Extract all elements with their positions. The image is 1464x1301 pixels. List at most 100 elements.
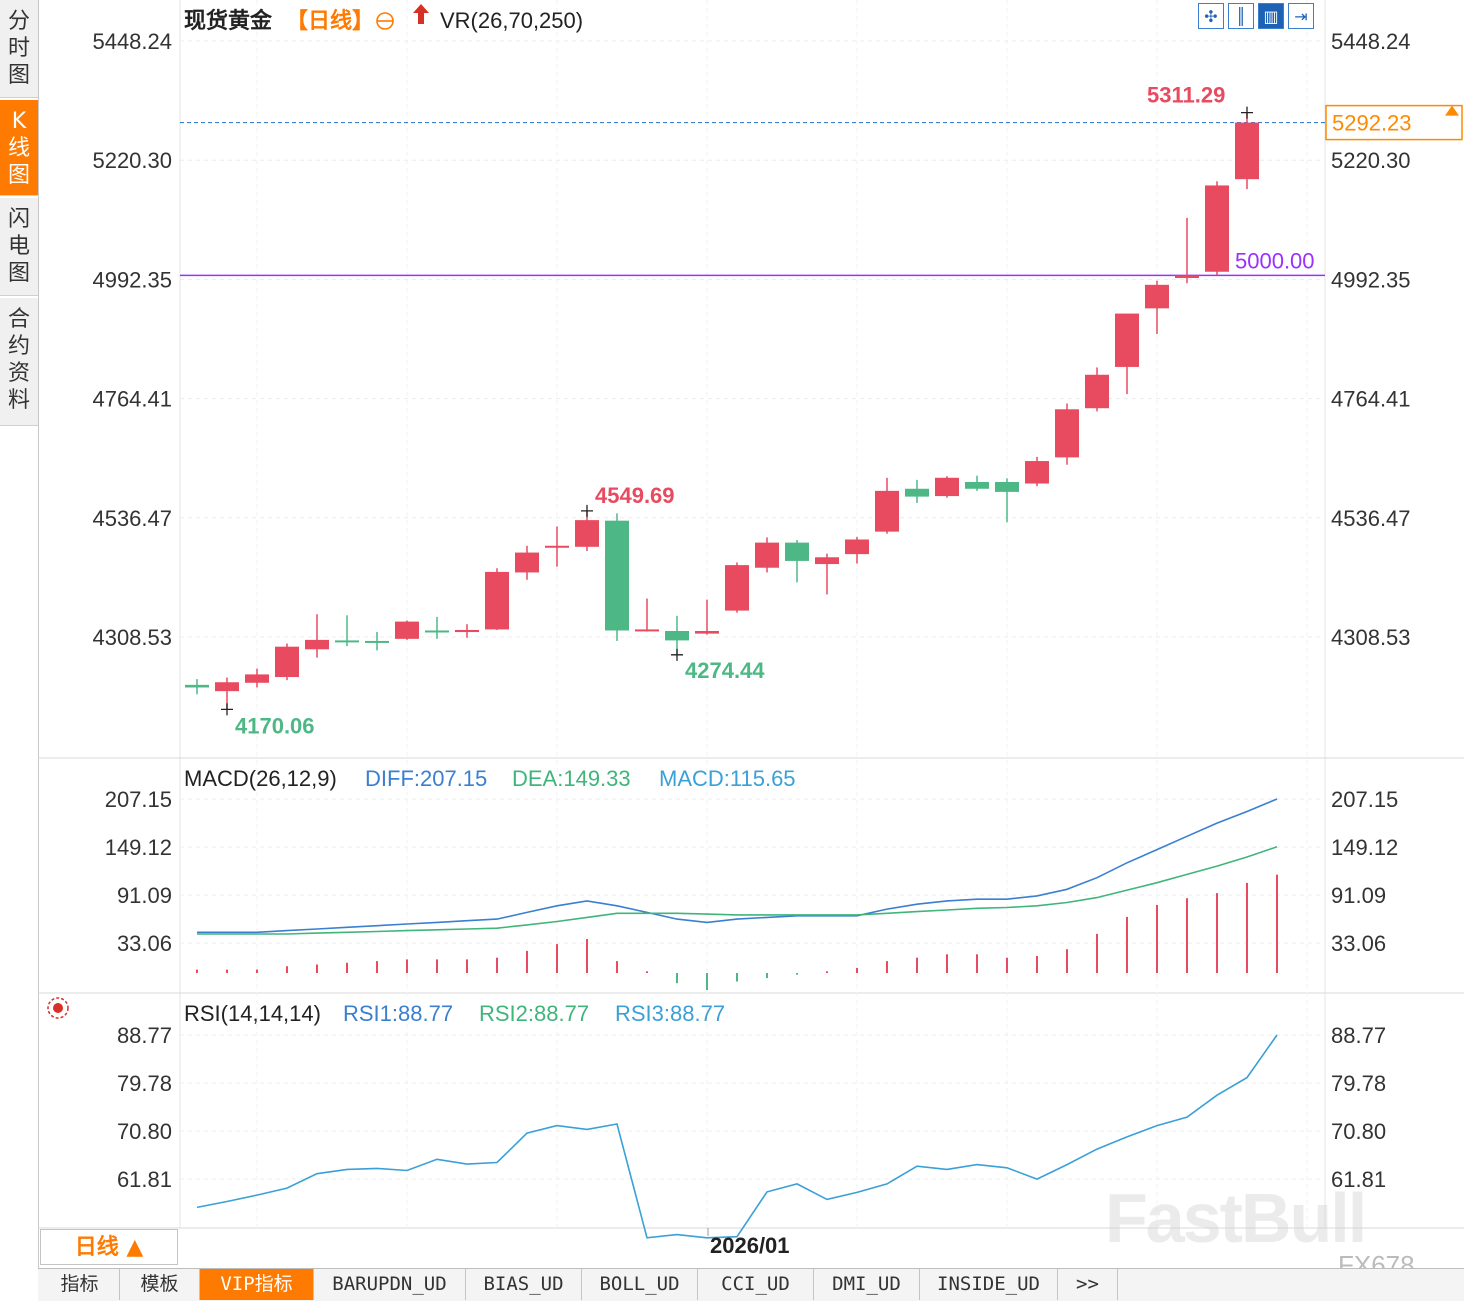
y-tick-label-left: 4308.53 — [92, 625, 172, 650]
macd-tick-left: 91.09 — [117, 883, 172, 908]
tab-flash[interactable]: 闪电图 — [0, 198, 38, 296]
rsi-line — [196, 1034, 1278, 1239]
symbol-title: 现货黄金 — [184, 8, 273, 33]
level-label: 5000.00 — [1235, 248, 1315, 273]
candle-body — [305, 639, 329, 650]
tab-dmi-ud[interactable]: DMI_UD — [814, 1269, 920, 1300]
tab-contract-info[interactable]: 合约资料 — [0, 298, 38, 426]
rsi2-label: RSI2:88.77 — [479, 1001, 589, 1026]
tab-模板[interactable]: 模板 — [120, 1269, 200, 1300]
rsi-tick-right: 79.78 — [1331, 1071, 1386, 1096]
current-price-box — [1325, 104, 1463, 141]
candle-body — [365, 640, 389, 643]
low-label: 4170.06 — [235, 713, 315, 738]
tab-barupdn-ud[interactable]: BARUPDN_UD — [314, 1269, 466, 1300]
macd-diff-label: DIFF:207.15 — [365, 766, 487, 791]
candle-body — [1055, 409, 1079, 458]
candle-body — [1235, 122, 1259, 180]
rsi-title: RSI(14,14,14) — [184, 1001, 321, 1026]
x-axis-label: 2026/01 — [710, 1233, 790, 1258]
rsi3-label: RSI3:88.77 — [615, 1001, 725, 1026]
y-tick-label-left: 5448.24 — [92, 29, 172, 54]
y-tick-label-right: 5448.24 — [1331, 29, 1411, 54]
y-tick-label-left: 4764.41 — [92, 387, 172, 412]
candle-body — [1115, 313, 1139, 367]
y-tick-label-left: 4992.35 — [92, 267, 172, 292]
target-icon[interactable] — [376, 12, 394, 30]
y-tick-label-right: 4992.35 — [1331, 267, 1411, 292]
candle-body — [1175, 275, 1199, 279]
macd-tick-right: 91.09 — [1331, 883, 1386, 908]
period-label: 【日线】 — [286, 8, 374, 33]
macd-tick-left: 207.15 — [105, 787, 172, 812]
extreme-marker — [1241, 106, 1253, 119]
extreme-marker — [581, 504, 593, 517]
tab-intraday[interactable]: 分时图 — [0, 0, 38, 98]
macd-tick-right: 207.15 — [1331, 787, 1398, 812]
y-tick-label-left: 5220.30 — [92, 148, 172, 173]
candle-body — [1085, 374, 1109, 409]
up-marker-icon — [1445, 105, 1459, 116]
dea-line — [197, 846, 1278, 935]
candle-body — [875, 490, 899, 532]
bar-chart-icon[interactable]: ║ — [1228, 3, 1254, 29]
rsi-tick-right: 88.77 — [1331, 1023, 1386, 1048]
tab-inside-ud[interactable]: INSIDE_UD — [920, 1269, 1058, 1300]
tab-boll-ud[interactable]: BOLL_UD — [582, 1269, 698, 1300]
candle-body — [575, 520, 599, 547]
y-tick-label-right: 5220.30 — [1331, 148, 1411, 173]
macd-tick-right: 33.06 — [1331, 931, 1386, 956]
candle-body — [335, 640, 359, 643]
candle-body — [695, 631, 719, 634]
candle-body — [845, 539, 869, 555]
macd-title: MACD(26,12,9) — [184, 766, 337, 791]
macd-value-label: MACD:115.65 — [659, 766, 796, 791]
candle-body — [1145, 284, 1169, 309]
candle-body — [215, 682, 239, 692]
candle-chart-icon[interactable]: ▥ — [1258, 3, 1284, 29]
y-tick-label-right: 4536.47 — [1331, 506, 1411, 531]
candle-body — [635, 629, 659, 632]
indicator-tab-bar: 指标 模板 VIP指标 BARUPDN_UD BIAS_UD BOLL_UD CCI_UD D… — [38, 1268, 1464, 1301]
candle-body — [515, 552, 539, 573]
candle-body — [185, 684, 209, 688]
mid-high-label: 4549.69 — [595, 483, 675, 508]
candle-body — [725, 565, 749, 611]
tab-vip指标[interactable]: VIP指标 — [200, 1269, 314, 1300]
tab-[interactable]: >> — [1058, 1269, 1118, 1300]
rsi-tick-right: 70.80 — [1331, 1119, 1386, 1144]
candle-body — [275, 646, 299, 678]
macd-tick-left: 33.06 — [117, 931, 172, 956]
rsi-tick-right: 61.81 — [1331, 1167, 1386, 1192]
candle-body — [545, 545, 569, 548]
rsi1-label: RSI1:88.77 — [343, 1001, 453, 1026]
indicator-title: VR(26,70,250) — [440, 8, 583, 33]
candle-body — [455, 629, 479, 633]
crosshair-icon[interactable]: ✣ — [1198, 3, 1224, 29]
settings-sun-icon[interactable] — [47, 997, 69, 1019]
candle-body — [755, 542, 779, 568]
candle-body — [815, 557, 839, 565]
exit-right-icon[interactable]: ⇥ — [1288, 3, 1314, 29]
candle-body — [485, 571, 509, 630]
candle-body — [395, 621, 419, 639]
tab-指标[interactable]: 指标 — [40, 1269, 120, 1300]
watermark-logo: FastBull — [1105, 1179, 1367, 1257]
y-tick-label-right: 4308.53 — [1331, 625, 1411, 650]
diff-line — [197, 798, 1278, 934]
candle-body — [785, 542, 809, 561]
candle-body — [1205, 185, 1229, 272]
tab-bias-ud[interactable]: BIAS_UD — [466, 1269, 582, 1300]
chart-area[interactable]: 5000.00 5292.23 5311.29 4549.69 4274.44 4170.… — [0, 0, 1464, 1268]
rsi-tick-left: 61.81 — [117, 1167, 172, 1192]
macd-tick-right: 149.12 — [1331, 835, 1398, 860]
high-label: 5311.29 — [1147, 83, 1225, 108]
period-dropdown-button[interactable]: 日线 ▲ — [40, 1229, 178, 1265]
candle-body — [995, 481, 1019, 492]
macd-tick-left: 149.12 — [105, 835, 172, 860]
rsi-tick-left: 88.77 — [117, 1023, 172, 1048]
up-arrow-icon[interactable] — [413, 4, 429, 24]
candle-body — [605, 520, 629, 631]
tab-cci-ud[interactable]: CCI_UD — [698, 1269, 814, 1300]
